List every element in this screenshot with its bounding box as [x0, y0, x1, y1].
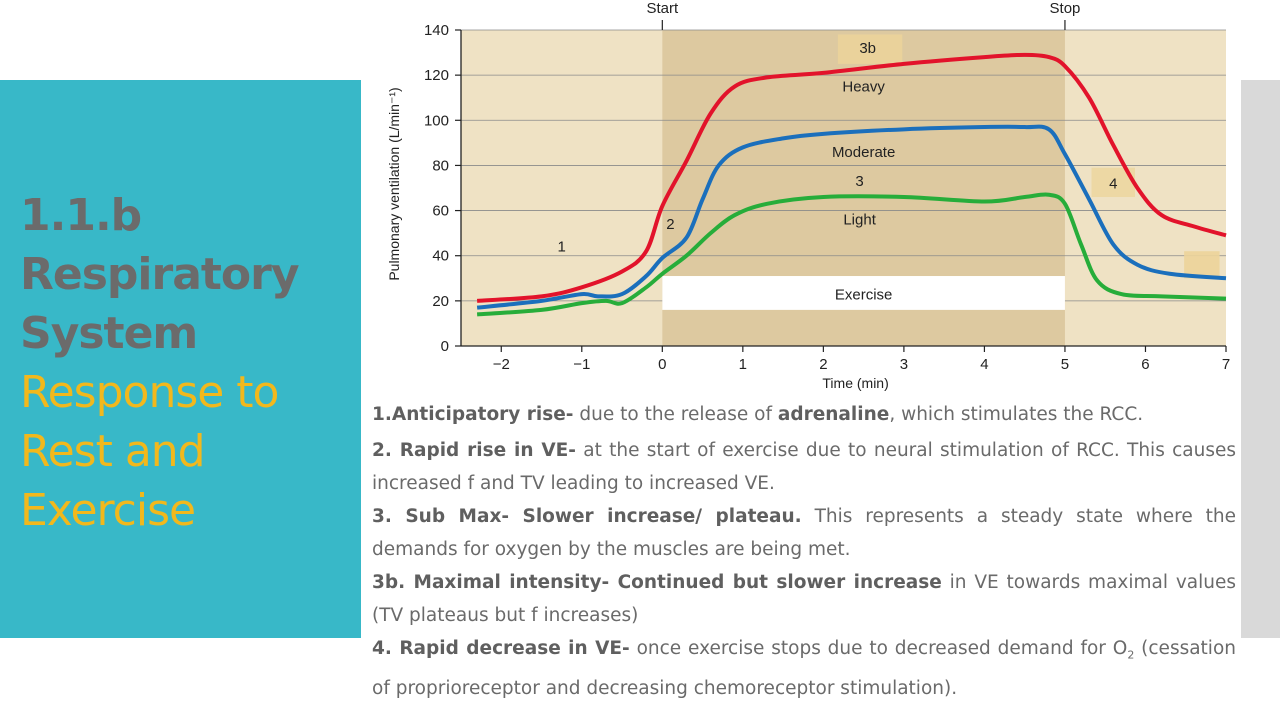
x-tick-label: 3	[900, 356, 908, 373]
marker-label-start: Start	[646, 0, 679, 17]
x-tick-label: 2	[819, 356, 827, 373]
series-line-moderate	[476, 124, 1227, 310]
x-axis-title: Time (min)	[822, 375, 888, 391]
note-4: 4. Rapid decrease in VE- once exercise s…	[372, 638, 1236, 699]
side-bar	[1241, 80, 1280, 638]
title-line: 1.1.b	[20, 190, 142, 241]
exercise-label: Exercise	[835, 287, 893, 304]
y-tick-label: 120	[424, 67, 449, 84]
subtitle-line: Exercise	[20, 485, 196, 536]
marker-label-stop: Stop	[1050, 0, 1081, 17]
y-tick-label: 140	[424, 22, 449, 39]
x-tick-label: 1	[739, 356, 747, 373]
y-tick-label: 40	[432, 248, 449, 265]
title-line: Respiratory	[20, 249, 300, 300]
note-3: 3. Sub Max- Slower increase/ plateau. Th…	[372, 506, 1236, 560]
y-tick-label: 60	[432, 203, 449, 220]
annotation-label: 3b	[859, 40, 876, 57]
y-axis-title: Pulmonary ventilation (L/min⁻¹)	[386, 87, 402, 280]
series-line-light	[476, 192, 1227, 317]
x-tick-label: 6	[1141, 356, 1149, 373]
annotation-label: 2	[666, 216, 674, 233]
note-1: 1.Anticipatory rise- due to the release …	[372, 404, 1144, 425]
y-tick-label: 20	[432, 293, 449, 310]
highlight-box	[1184, 251, 1220, 279]
annotation-label: 4	[1109, 175, 1117, 192]
ventilation-chart: Exercise 0 20 40 60 80 100 120 140 −2 −1 0 1 2 3 4 5 6 7 Ti…	[386, 0, 1230, 391]
annotation-label: Light	[843, 212, 876, 229]
note-2: 2. Rapid rise in VE- at the start of exe…	[372, 440, 1237, 494]
notes-list: 1.Anticipatory rise- due to the release …	[372, 398, 1236, 705]
annotation-label: Heavy	[842, 78, 885, 95]
annotation-label: 1	[557, 239, 565, 256]
x-tick-label: 4	[980, 356, 988, 373]
series-line-heavy	[476, 52, 1227, 303]
subtitle-line: Rest and	[20, 426, 206, 477]
y-tick-label: 80	[432, 157, 449, 174]
y-tick-label: 100	[424, 112, 449, 129]
x-tick-label: 5	[1061, 356, 1069, 373]
highlight-box-3b	[837, 34, 903, 64]
annotation-label: 3	[855, 173, 863, 190]
exercise-label-box	[662, 276, 1065, 310]
x-tick-label: −1	[573, 356, 590, 373]
annotation-label: Moderate	[832, 144, 895, 161]
x-tick-label: 0	[658, 356, 666, 373]
title-line: System	[20, 308, 198, 359]
y-tick-label: 0	[441, 338, 449, 355]
slide-title: 1.1.b Respiratory System Response to Res…	[20, 186, 350, 540]
subtitle-line: Response to	[20, 367, 279, 418]
x-tick-label: 7	[1222, 356, 1230, 373]
title-panel	[0, 80, 361, 638]
note-3b: 3b. Maximal intensity- Continued but slo…	[372, 572, 1236, 626]
x-tick-label: −2	[493, 356, 510, 373]
